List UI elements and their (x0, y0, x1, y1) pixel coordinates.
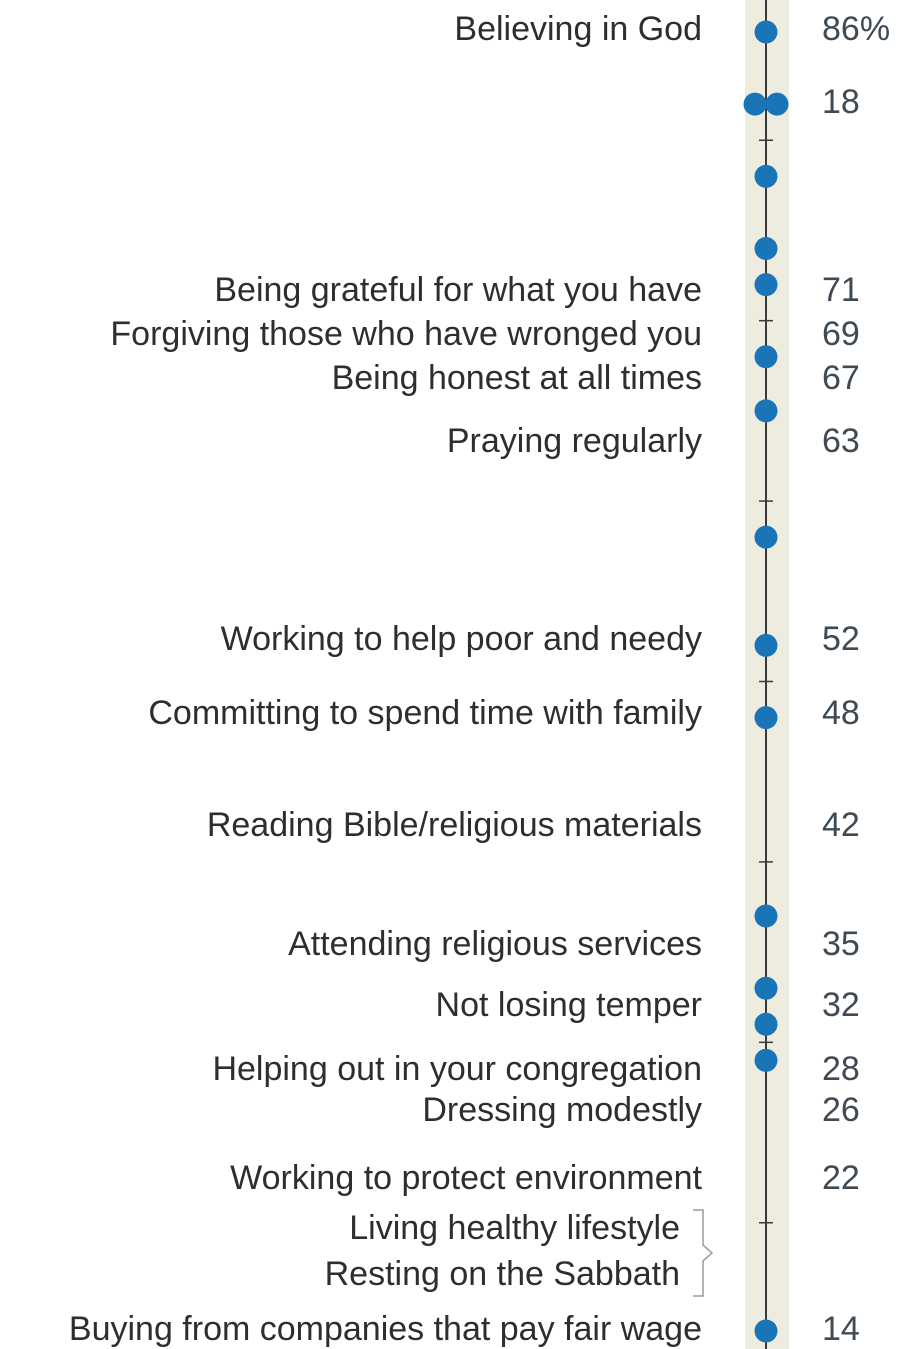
value-label: 69 (822, 315, 860, 353)
value-label: 18 (822, 83, 860, 121)
category-label: Working to help poor and needy (221, 620, 702, 658)
data-point (754, 20, 778, 44)
group-bracket (693, 1209, 714, 1297)
value-label: 52 (822, 620, 860, 658)
data-point (754, 1012, 778, 1036)
data-point (754, 164, 778, 188)
category-label: Buying from companies that pay fair wage (69, 1310, 702, 1348)
category-label: Attending religious services (288, 925, 702, 963)
value-label: 71 (822, 271, 860, 309)
data-point (754, 237, 778, 260)
category-label: Committing to spend time with family (148, 694, 702, 732)
category-label: Resting on the Sabbath (325, 1255, 680, 1293)
category-label: Being grateful for what you have (214, 271, 702, 309)
data-point (754, 633, 778, 657)
chart-marks: Believing in God 86% Being grateful for wh… (69, 10, 890, 1348)
data-point (754, 273, 778, 297)
category-label: Reading Bible/religious materials (207, 806, 702, 844)
data-point (765, 92, 789, 116)
axis-ticks (759, 139, 773, 1224)
value-label: 63 (822, 422, 860, 460)
value-label: 14 (822, 1310, 860, 1348)
data-point (754, 345, 778, 369)
data-point (754, 904, 778, 928)
data-point (754, 706, 778, 730)
value-label: 22 (822, 1159, 860, 1197)
value-label: 86% (822, 10, 890, 48)
value-label: 35 (822, 925, 860, 963)
value-label: 32 (822, 986, 860, 1024)
value-label: 48 (822, 694, 860, 732)
value-label: 42 (822, 806, 860, 844)
category-label: Working to protect environment (230, 1159, 702, 1197)
category-label: Praying regularly (447, 422, 702, 460)
category-label: Not losing temper (436, 986, 702, 1024)
category-label: Dressing modestly (422, 1091, 702, 1129)
data-point (743, 92, 767, 116)
data-point (754, 1048, 778, 1072)
data-point (754, 1319, 778, 1343)
value-label: 67 (822, 359, 860, 397)
category-label: Being honest at all times (332, 359, 702, 397)
data-point (754, 976, 778, 1000)
value-label: 28 (822, 1050, 860, 1088)
data-point (754, 525, 778, 549)
category-label: Helping out in your congregation (212, 1050, 702, 1088)
data-point (754, 399, 778, 423)
value-label: 26 (822, 1091, 860, 1129)
category-label: Believing in God (454, 10, 702, 48)
category-label: Forgiving those who have wronged you (110, 315, 702, 353)
category-label: Living healthy lifestyle (349, 1209, 680, 1247)
